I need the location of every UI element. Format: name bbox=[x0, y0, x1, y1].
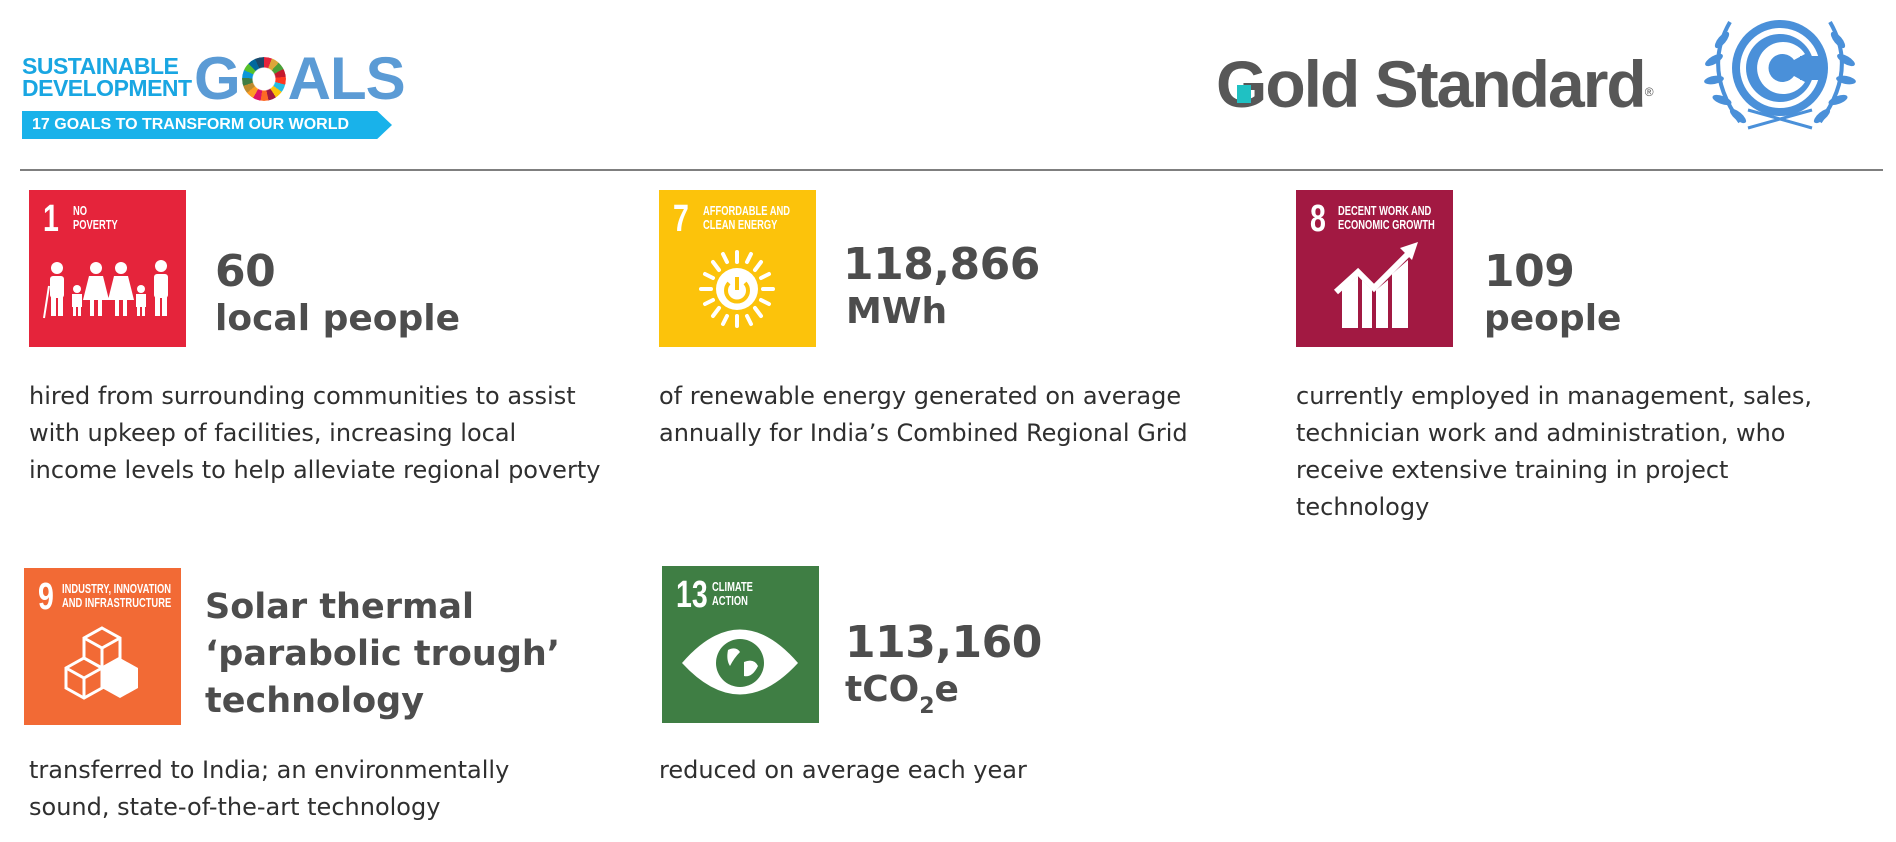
impact-value: 60 bbox=[215, 246, 276, 297]
impact-unit: tCO2e bbox=[845, 669, 959, 719]
sdg-logo: SUSTAINABLE DEVELOPMENT G ALS 17 GOALS T… bbox=[22, 49, 406, 143]
impact-7-description: of renewable energy generated on average… bbox=[659, 382, 1188, 447]
header-divider bbox=[20, 169, 1883, 171]
impact-7-value-block: 118,866 MWh bbox=[843, 240, 1040, 334]
sdg-logo-words: SUSTAINABLE DEVELOPMENT bbox=[22, 53, 192, 101]
sdg-color-wheel-icon bbox=[241, 57, 286, 101]
impact-value: 118,866 bbox=[843, 239, 1040, 290]
impact-9-description: transferred to India; an environmentally… bbox=[29, 756, 510, 821]
impact-8-value-block: 109 people bbox=[1484, 247, 1621, 341]
impact-1-description: hired from surrounding communities to as… bbox=[29, 382, 601, 484]
gold-standard-logo: Gold Standard® bbox=[1216, 47, 1654, 121]
cubes-icon bbox=[64, 626, 138, 700]
impact-value: 109 bbox=[1484, 246, 1575, 297]
sdg-tile-8: 8 DECENT WORK AND ECONOMIC GROWTH bbox=[1296, 190, 1453, 347]
sdg-tile-7: 7 AFFORDABLE AND CLEAN ENERGY bbox=[659, 190, 816, 347]
impact-1-value-block: 60 local people bbox=[215, 247, 460, 341]
sdg-tile-13: 13 CLIMATE ACTION bbox=[662, 566, 819, 723]
sdg-tile-1: 1 NO POVERTY bbox=[29, 190, 186, 347]
growth-chart-icon bbox=[1333, 242, 1418, 328]
impact-13-value-block: 113,160 tCO2e bbox=[845, 617, 1042, 720]
sun-power-icon bbox=[699, 250, 775, 328]
impact-value: 113,160 bbox=[845, 617, 1042, 668]
impact-unit: local people bbox=[215, 298, 461, 339]
impact-9-headline: Solar thermal ‘parabolic trough’ technol… bbox=[205, 587, 561, 721]
sdg-banner: 17 GOALS TO TRANSFORM OUR WORLD bbox=[22, 111, 392, 139]
unfccc-emblem-icon bbox=[1700, 10, 1860, 140]
impact-unit: MWh bbox=[846, 291, 948, 332]
impact-13-description: reduced on average each year bbox=[659, 756, 1027, 784]
sdg-tile-9: 9 INDUSTRY, INNOVATION AND INFRASTRUCTUR… bbox=[24, 568, 181, 725]
eye-globe-icon bbox=[682, 629, 798, 695]
family-icon bbox=[43, 260, 168, 319]
sdg-logo-goals: G ALS bbox=[194, 45, 406, 112]
impact-unit: people bbox=[1484, 298, 1622, 339]
impact-8-description: currently employed in management, sales,… bbox=[1296, 382, 1812, 521]
